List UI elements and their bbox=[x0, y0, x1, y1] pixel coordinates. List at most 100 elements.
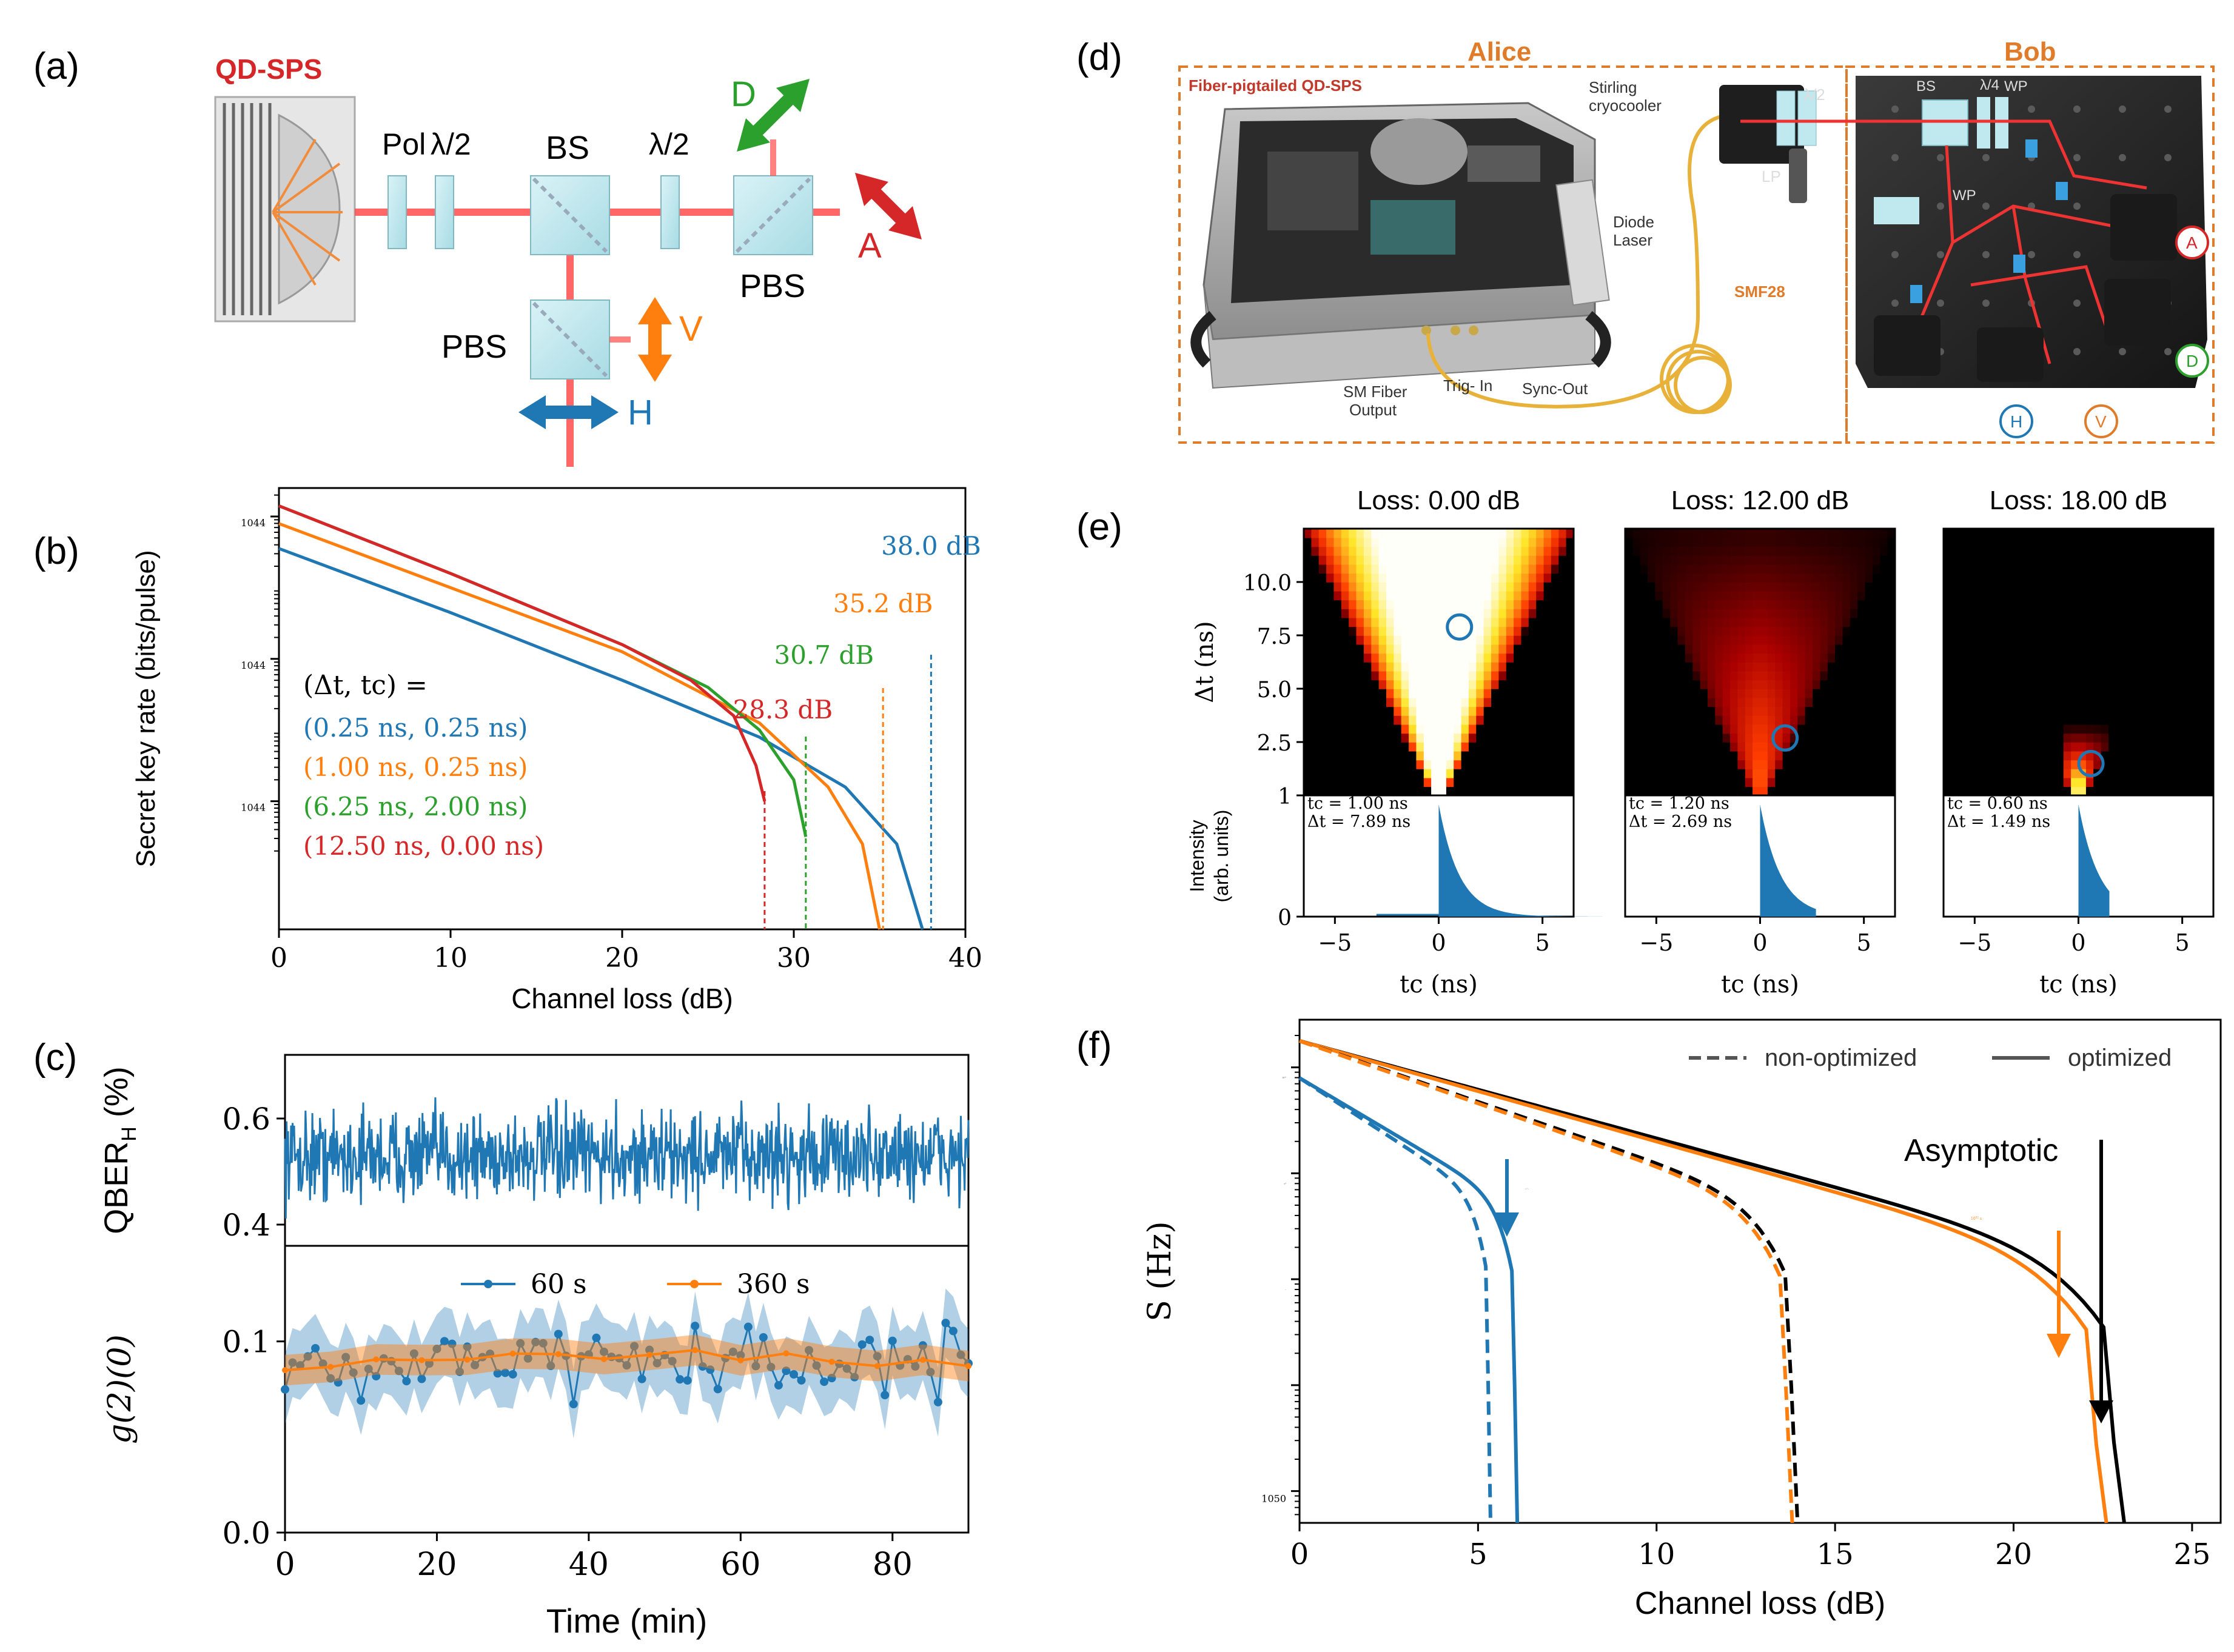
heatmap-cell bbox=[1708, 689, 1716, 698]
heatmap-cell bbox=[1468, 742, 1477, 752]
heatmap-cell bbox=[1835, 564, 1843, 574]
heatmap-cell bbox=[2198, 706, 2207, 716]
heatmap-cell bbox=[1506, 662, 1514, 672]
heatmap-cell bbox=[2003, 582, 2012, 592]
heatmap-cell bbox=[1349, 670, 1357, 681]
heatmap-cell bbox=[1558, 546, 1567, 556]
heatmap-cell bbox=[1944, 653, 1952, 663]
heatmap-cell bbox=[1521, 555, 1529, 565]
heatmap-cell bbox=[1775, 653, 1783, 663]
heatmap-cell bbox=[2190, 769, 2199, 778]
heatmap-cell bbox=[1700, 600, 1708, 609]
heatmap-cell bbox=[1966, 546, 1974, 556]
heatmap-cell bbox=[1431, 769, 1440, 778]
heatmap-cell bbox=[1753, 582, 1761, 592]
svg-text:A: A bbox=[2186, 233, 2198, 252]
g2-point-blue bbox=[812, 1361, 821, 1370]
heatmap-cell bbox=[1543, 733, 1552, 743]
heatmap-cell bbox=[1543, 626, 1552, 636]
heatmap-cell bbox=[1491, 546, 1500, 556]
heatmap-cell bbox=[2003, 644, 2012, 654]
heatmap-cell bbox=[1685, 742, 1694, 752]
g2-point-blue bbox=[789, 1369, 798, 1379]
heatmap-cell bbox=[2161, 653, 2169, 663]
heatmap-cell bbox=[2041, 555, 2049, 565]
heatmap-cell bbox=[1857, 609, 1866, 618]
heatmap-cell bbox=[2176, 760, 2184, 769]
heatmap-cell bbox=[1326, 653, 1335, 663]
heatmap-cell bbox=[1753, 742, 1761, 752]
heatmap-cell bbox=[2108, 609, 2117, 618]
heatmap-cell bbox=[1981, 626, 1989, 636]
heatmap-cell bbox=[1363, 582, 1372, 592]
heatmap-cell bbox=[1558, 626, 1567, 636]
t6-label: 1052 s bbox=[1971, 1216, 1982, 1221]
heatmap-cell bbox=[1880, 662, 1888, 672]
heatmap-cell bbox=[1386, 626, 1395, 636]
heatmap-cell bbox=[2071, 786, 2079, 796]
heatmap-cell bbox=[1753, 689, 1761, 698]
heatmap-cell bbox=[1356, 680, 1364, 689]
heatmap-cell bbox=[2078, 715, 2087, 725]
heatmap-cell bbox=[1842, 609, 1851, 618]
heatmap-cell bbox=[1558, 600, 1567, 609]
heatmap-cell bbox=[2026, 769, 2034, 778]
heatmap-cell bbox=[1326, 662, 1335, 672]
g2-point-orange bbox=[418, 1357, 425, 1363]
heatmap-cell bbox=[1797, 786, 1806, 796]
heatmap-cell bbox=[1827, 724, 1836, 734]
heatmap-cell bbox=[1528, 769, 1537, 778]
heatmap-cell bbox=[2108, 644, 2117, 654]
heatmap-cell bbox=[2168, 617, 2176, 627]
heatmap-cell bbox=[1865, 573, 1873, 583]
heatmap-cell bbox=[1850, 582, 1858, 592]
heatmap-cell bbox=[1476, 529, 1484, 538]
heatmap-cell bbox=[1797, 742, 1806, 752]
heatmap-cell bbox=[1737, 582, 1746, 592]
heatmap-cell bbox=[1394, 706, 1402, 716]
heatmap-cell bbox=[1416, 670, 1424, 681]
heatmap-cell bbox=[1775, 733, 1783, 743]
heatmap-cell bbox=[2041, 715, 2049, 725]
heatmap-cell bbox=[1304, 590, 1312, 601]
heatmap-cell bbox=[1409, 697, 1417, 707]
heatmap-cell bbox=[1543, 529, 1552, 538]
heatmap-cell bbox=[1394, 582, 1402, 592]
heatmap-cell bbox=[1431, 626, 1440, 636]
heatmap-cell bbox=[1700, 609, 1708, 618]
heatmap-cell bbox=[1692, 635, 1701, 645]
heatmap-cell bbox=[2190, 653, 2199, 663]
heatmap-cell bbox=[1827, 537, 1836, 547]
ylabel-c-top: QBERH (%) bbox=[98, 1066, 141, 1234]
heatmap-cell bbox=[1446, 760, 1455, 769]
heatmap-cell bbox=[1640, 697, 1648, 707]
heatmap-cell bbox=[1737, 670, 1746, 681]
heatmap-cell bbox=[1371, 609, 1380, 618]
heatmap-cell bbox=[2093, 670, 2102, 681]
heatmap-cell bbox=[1632, 670, 1641, 681]
heatmap-cell bbox=[1662, 564, 1671, 574]
heatmap-cell bbox=[1981, 715, 1989, 725]
heatmap-cell bbox=[1981, 546, 1989, 556]
heatmap-cell bbox=[1737, 590, 1746, 601]
hwp1-label: λ/2 bbox=[431, 127, 471, 161]
heatmap-cell bbox=[2145, 724, 2154, 734]
heatmap-cell bbox=[1341, 733, 1349, 743]
g2-point-blue bbox=[805, 1346, 814, 1355]
heatmap-cell bbox=[1468, 689, 1477, 698]
heatmap-cell bbox=[1536, 724, 1545, 734]
heatmap-cell bbox=[1850, 697, 1858, 707]
heatmap-cell bbox=[1850, 689, 1858, 698]
heatmap-cell bbox=[1722, 662, 1731, 672]
heatmap-cell bbox=[1349, 769, 1357, 778]
heatmap-cell bbox=[1730, 777, 1739, 788]
arrow-D: D bbox=[731, 75, 810, 152]
heatmap-cell bbox=[1872, 529, 1881, 538]
heatmap-cell bbox=[1753, 786, 1761, 796]
heatmap-cell bbox=[1528, 715, 1537, 725]
heatmap-cell bbox=[2085, 653, 2095, 663]
heatmap-cell bbox=[1378, 670, 1387, 681]
heatmap-cell bbox=[2018, 529, 2027, 538]
heatmap-cell bbox=[1632, 600, 1641, 609]
heatmap-cell bbox=[2071, 760, 2079, 769]
